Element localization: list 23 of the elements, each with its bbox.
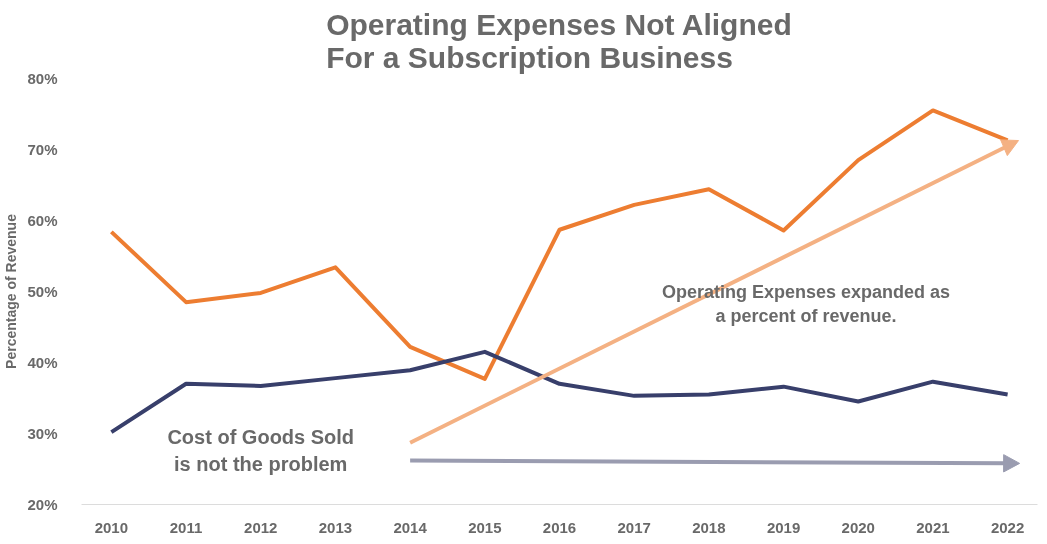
y-tick-label: 60% [27, 212, 58, 229]
x-tick-label: 2015 [468, 518, 502, 536]
x-tick-label: 2021 [916, 518, 950, 536]
annotation: Cost of Goods Sold is not the problem [167, 426, 355, 475]
x-tick-label: 2019 [766, 518, 801, 536]
y-axis-title: Percentage of Revenue [3, 213, 20, 369]
x-tick-label: 2012 [244, 518, 278, 536]
y-tick-label: 40% [27, 354, 58, 371]
x-tick-label: 2010 [94, 518, 129, 536]
x-tick-label: 2013 [318, 518, 353, 536]
y-tick-label: 50% [27, 283, 58, 300]
x-tick-label: 2016 [542, 518, 577, 536]
x-tick-label: 2018 [692, 518, 726, 536]
x-tick-label: 2011 [169, 518, 203, 536]
x-tick-label: 2014 [393, 518, 428, 536]
x-tick-label: 2017 [617, 518, 651, 536]
y-tick-label: 30% [27, 425, 58, 442]
chart-title: Operating Expenses Not Aligned For a Subscription Business [326, 7, 792, 74]
y-tick-label: 80% [27, 70, 58, 87]
y-tick-label: 70% [27, 141, 58, 158]
y-tick-label: 20% [27, 496, 58, 513]
x-tick-label: 2020 [841, 518, 875, 536]
x-tick-label: 2022 [990, 518, 1025, 536]
